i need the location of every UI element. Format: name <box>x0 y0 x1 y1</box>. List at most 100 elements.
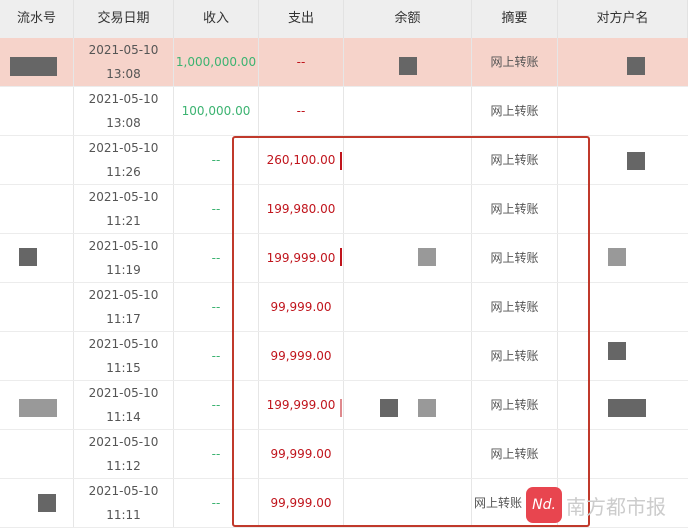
serial-cell <box>0 479 74 527</box>
summary-cell: 网上转账 <box>472 87 558 135</box>
balance-cell <box>344 283 472 331</box>
table-header: 流水号 交易日期 收入 支出 余额 摘要 对方户名 <box>0 0 688 38</box>
summary-cell-text: 网上转账 <box>474 496 523 510</box>
date-cell: 2021-05-10 11:14 <box>74 381 174 429</box>
date-text: 2021-05-10 11:19 <box>88 239 159 277</box>
income-cell: -- <box>174 185 259 233</box>
income-cell-text: -- <box>211 153 221 167</box>
table-row[interactable]: 2021-05-10 11:21 -- 199,980.00 网上转账 <box>0 185 688 234</box>
income-cell: -- <box>174 234 259 282</box>
expense-cell-text: -- <box>296 104 306 118</box>
redaction <box>399 57 417 75</box>
watermark-text: 南方都市报 <box>566 494 666 519</box>
serial-cell <box>0 332 74 380</box>
expense-cell-text: 199,980.00 <box>266 202 336 216</box>
income-cell-text: -- <box>211 447 221 461</box>
col-counterparty: 对方户名 <box>558 0 688 38</box>
expense-cell-text: 199,999.00 <box>266 251 336 265</box>
red-marker <box>340 152 342 170</box>
date-cell: 2021-05-10 11:19 <box>74 234 174 282</box>
red-marker <box>340 399 342 417</box>
col-balance: 余额 <box>344 0 472 38</box>
col-summary: 摘要 <box>472 0 558 38</box>
serial-cell <box>0 381 74 429</box>
redaction <box>380 399 398 417</box>
expense-cell: 99,999.00 <box>259 430 344 478</box>
table-row[interactable]: 2021-05-10 11:11 -- 99,999.00 网上转账 <box>0 479 688 528</box>
table-row[interactable]: 2021-05-10 11:12 -- 99,999.00 网上转账 <box>0 430 688 479</box>
expense-cell: 199,999.00 <box>259 234 344 282</box>
balance-cell <box>344 430 472 478</box>
balance-cell <box>344 38 472 86</box>
col-serial: 流水号 <box>0 0 74 38</box>
redaction <box>627 152 645 170</box>
income-cell: -- <box>174 283 259 331</box>
balance-cell <box>344 185 472 233</box>
counterparty-cell <box>558 38 688 86</box>
expense-cell: 260,100.00 <box>259 136 344 184</box>
watermark: Nd. 南方都市报 <box>526 487 666 523</box>
expense-cell-text: 99,999.00 <box>270 496 332 510</box>
date-text: 2021-05-10 11:21 <box>88 190 159 228</box>
expense-cell-text: 99,999.00 <box>270 300 332 314</box>
date-cell: 2021-05-10 11:12 <box>74 430 174 478</box>
summary-cell-text: 网上转账 <box>490 104 539 118</box>
redaction <box>10 57 57 76</box>
col-income: 收入 <box>174 0 259 38</box>
table-row[interactable]: 2021-05-10 11:14 -- 199,999.00 网上转账 <box>0 381 688 430</box>
date-cell: 2021-05-10 13:08 <box>74 87 174 135</box>
expense-cell: 99,999.00 <box>259 479 344 527</box>
date-cell: 2021-05-10 11:11 <box>74 479 174 527</box>
newspaper-logo-icon: Nd. <box>526 487 562 523</box>
income-cell: 100,000.00 <box>174 87 259 135</box>
expense-cell-text: 99,999.00 <box>270 349 332 363</box>
table-row[interactable]: 2021-05-10 13:08 100,000.00 -- 网上转账 <box>0 87 688 136</box>
redaction <box>608 248 626 266</box>
date-cell: 2021-05-10 13:08 <box>74 38 174 86</box>
summary-cell: 网上转账 <box>472 381 558 429</box>
date-text: 2021-05-10 11:15 <box>88 337 159 375</box>
summary-cell: 网上转账 <box>472 332 558 380</box>
expense-cell: 99,999.00 <box>259 283 344 331</box>
expense-cell-text: -- <box>296 55 306 69</box>
date-cell: 2021-05-10 11:21 <box>74 185 174 233</box>
income-cell-text: -- <box>211 398 221 412</box>
table-row[interactable]: 2021-05-10 13:08 1,000,000.00 -- 网上转账 <box>0 38 688 87</box>
expense-cell-text: 199,999.00 <box>266 398 336 412</box>
date-text: 2021-05-10 11:26 <box>88 141 159 179</box>
redaction <box>19 399 57 417</box>
table-row[interactable]: 2021-05-10 11:17 -- 99,999.00 网上转账 <box>0 283 688 332</box>
balance-cell <box>344 381 472 429</box>
summary-cell-text: 网上转账 <box>490 55 539 69</box>
date-cell: 2021-05-10 11:15 <box>74 332 174 380</box>
summary-cell: 网上转账 <box>472 136 558 184</box>
expense-cell: -- <box>259 38 344 86</box>
redaction <box>19 248 37 266</box>
serial-cell <box>0 87 74 135</box>
summary-cell: 网上转账 <box>472 234 558 282</box>
counterparty-cell <box>558 430 688 478</box>
counterparty-cell <box>558 283 688 331</box>
table-row[interactable]: 2021-05-10 11:19 -- 199,999.00 网上转账 <box>0 234 688 283</box>
balance-cell <box>344 234 472 282</box>
serial-cell <box>0 185 74 233</box>
date-text: 2021-05-10 11:17 <box>88 288 159 326</box>
summary-cell: 网上转账 <box>472 430 558 478</box>
summary-cell-text: 网上转账 <box>490 398 539 412</box>
date-text: 2021-05-10 11:14 <box>88 386 159 424</box>
income-cell-text: 1,000,000.00 <box>175 55 257 69</box>
income-cell: -- <box>174 430 259 478</box>
table-row[interactable]: 2021-05-10 11:26 -- 260,100.00 网上转账 <box>0 136 688 185</box>
expense-cell: 99,999.00 <box>259 332 344 380</box>
income-cell: -- <box>174 332 259 380</box>
date-cell: 2021-05-10 11:17 <box>74 283 174 331</box>
income-cell-text: -- <box>211 251 221 265</box>
serial-cell <box>0 38 74 86</box>
table-row[interactable]: 2021-05-10 11:15 -- 99,999.00 网上转账 <box>0 332 688 381</box>
date-text: 2021-05-10 13:08 <box>88 43 159 81</box>
redaction <box>418 399 436 417</box>
summary-cell-text: 网上转账 <box>490 447 539 461</box>
serial-cell <box>0 430 74 478</box>
date-text: 2021-05-10 13:08 <box>88 92 159 130</box>
